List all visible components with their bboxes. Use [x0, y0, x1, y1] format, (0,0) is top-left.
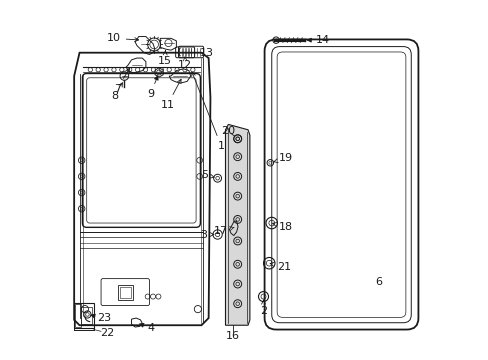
- Text: 18: 18: [272, 222, 293, 232]
- Text: 3: 3: [200, 230, 213, 239]
- Text: 14: 14: [307, 35, 329, 45]
- Text: 22: 22: [100, 328, 114, 338]
- Bar: [75, 305, 81, 327]
- Polygon shape: [225, 125, 249, 325]
- Text: 23: 23: [91, 313, 111, 323]
- Text: 19: 19: [273, 153, 292, 163]
- Text: 13: 13: [200, 48, 213, 58]
- Text: 16: 16: [225, 331, 240, 341]
- Text: 20: 20: [221, 126, 235, 136]
- Text: 1: 1: [191, 72, 224, 151]
- Text: 12: 12: [178, 57, 192, 70]
- Text: 8: 8: [111, 83, 122, 101]
- Text: 11: 11: [160, 79, 181, 110]
- Text: 6: 6: [375, 277, 382, 287]
- Bar: [81, 307, 92, 324]
- Text: 9: 9: [147, 76, 158, 99]
- Bar: [120, 287, 131, 298]
- Text: 4: 4: [140, 323, 154, 333]
- Bar: [118, 285, 133, 300]
- Text: 17: 17: [214, 226, 233, 236]
- Text: 2: 2: [260, 300, 266, 316]
- Text: 21: 21: [269, 262, 290, 272]
- Text: 15: 15: [158, 51, 172, 66]
- Text: 5: 5: [201, 170, 214, 180]
- Bar: [74, 303, 94, 328]
- Text: 10: 10: [106, 33, 138, 43]
- Text: 7: 7: [113, 68, 129, 94]
